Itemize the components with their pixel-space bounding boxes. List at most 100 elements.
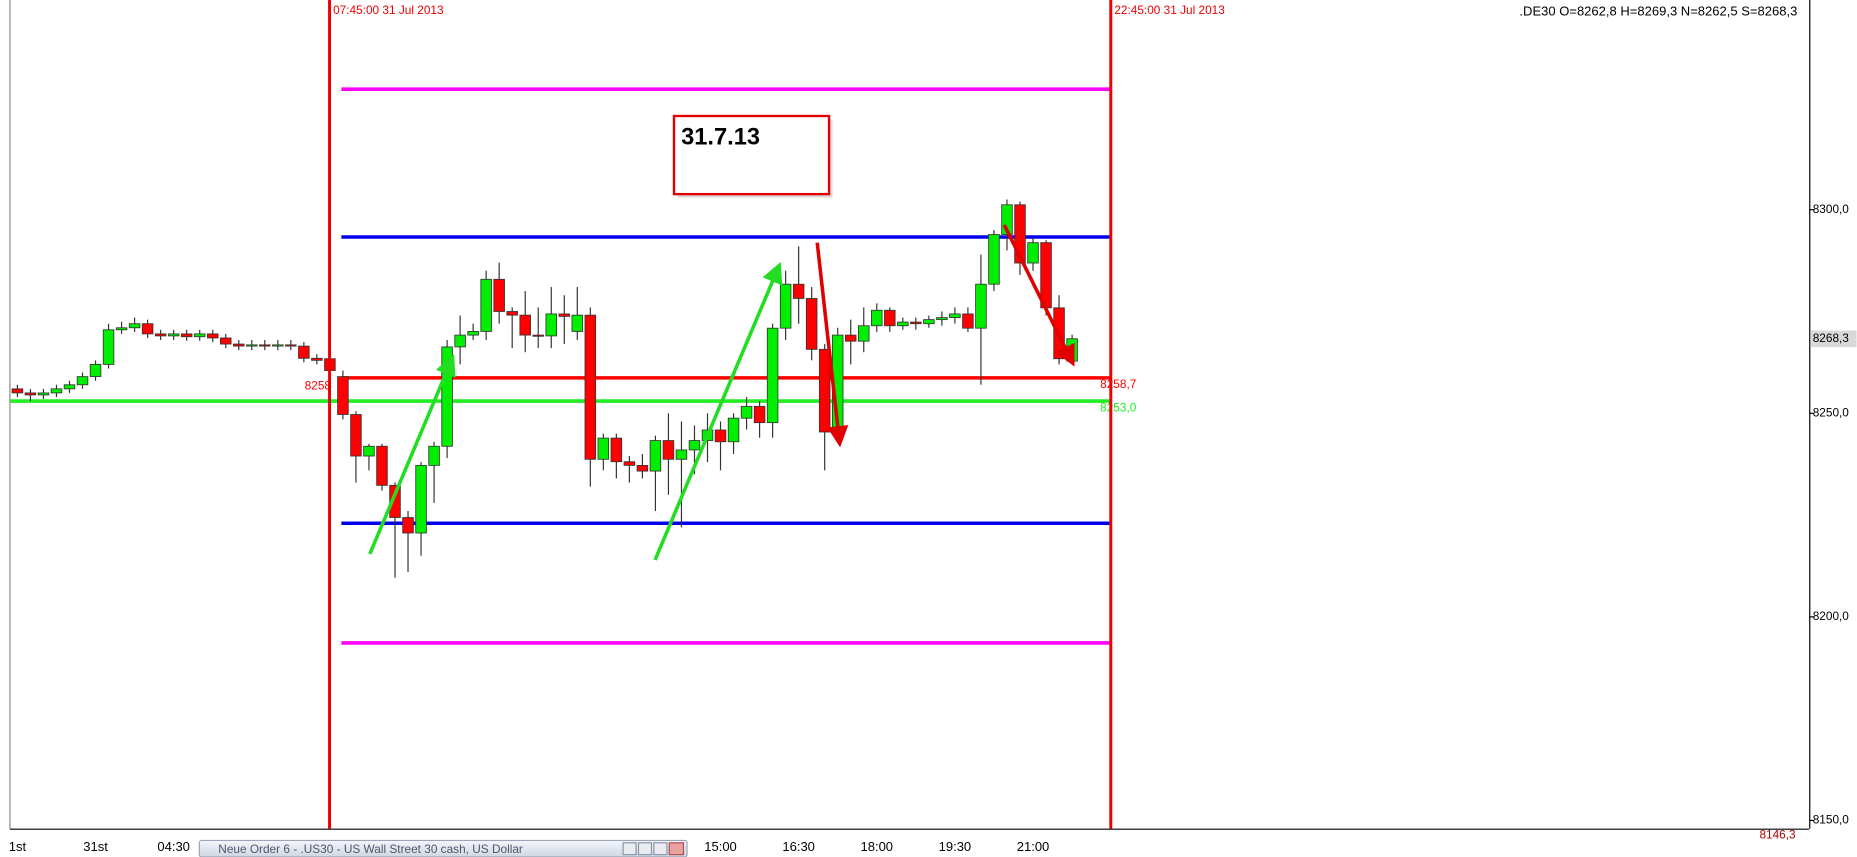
candle-body <box>128 323 141 329</box>
candle-body <box>141 323 154 335</box>
candle-body <box>50 388 63 394</box>
candle-body <box>975 283 987 329</box>
candle-body <box>415 464 427 534</box>
candle-body <box>115 327 128 331</box>
candle-body <box>467 331 479 336</box>
taskbar-title: Neue Order 6 - .US30 - US Wall Street 30… <box>218 842 523 856</box>
candle-body <box>584 314 597 460</box>
trend-arrow <box>653 261 783 561</box>
candle-body <box>988 234 1000 285</box>
candle-body <box>350 414 362 457</box>
plot-area: 8258,7 8258 8253,0 <box>9 87 1137 645</box>
candle-body <box>233 343 245 347</box>
candle-body <box>610 437 623 463</box>
drawings: 31.7.13 .DE30 O=8262,8 H=8269,3 N=8262,5… <box>368 3 1797 561</box>
candle-body <box>714 429 727 443</box>
candle-body <box>923 319 935 325</box>
candle-body <box>311 357 323 361</box>
candle-body <box>389 484 401 518</box>
trend-arrow <box>815 242 849 448</box>
candle-body <box>376 445 388 486</box>
session-label: 07:45:00 31 Jul 2013 <box>333 3 444 17</box>
candle-body <box>858 325 870 342</box>
taskbar-item[interactable]: Neue Order 6 - .US30 - US Wall Street 30… <box>198 839 688 857</box>
candle-body <box>688 440 701 451</box>
y-tick-label: 8150,0 <box>1813 813 1850 827</box>
annotation-box <box>672 114 831 196</box>
candle-body <box>1027 242 1039 264</box>
close-button[interactable] <box>668 842 685 856</box>
candle-body <box>102 329 115 365</box>
candle-body <box>675 449 688 460</box>
last-price-tag <box>1810 330 1857 348</box>
axes: 1st 31st 04:30 15:00 16:30 18:00 19:30 21:00 815… <box>9 202 1857 854</box>
candle-body <box>662 440 675 460</box>
candle-body <box>402 517 414 534</box>
candle-body <box>727 417 740 443</box>
x-tick-label: 21:00 <box>1017 839 1050 854</box>
candle-body <box>89 364 102 378</box>
candle-body <box>272 344 284 347</box>
candle-body <box>884 309 896 327</box>
candle-body <box>37 392 50 396</box>
candle-body <box>753 405 766 424</box>
candle-body <box>167 333 180 337</box>
candle-body <box>11 388 24 394</box>
candle-body <box>180 333 193 338</box>
candle-body <box>871 309 883 327</box>
candle-body <box>910 321 922 325</box>
candle-body <box>636 464 649 472</box>
restore-button[interactable] <box>622 842 637 856</box>
candle-body <box>363 445 375 457</box>
x-tick-label: 04:30 <box>157 839 190 854</box>
candle-body <box>949 313 961 319</box>
candle-body <box>597 437 610 460</box>
candle-body <box>63 384 76 390</box>
candle-body <box>259 344 271 347</box>
annotation-text: 31.7.13 <box>681 125 760 151</box>
candle-body <box>154 333 167 337</box>
candle-body <box>532 334 544 337</box>
level-label: 8258,7 <box>1100 377 1136 391</box>
candle-body <box>649 440 662 472</box>
session-label: 22:45:00 31 Jul 2013 <box>1114 3 1225 17</box>
candle-body <box>441 346 453 447</box>
candle-body <box>193 333 206 338</box>
trend-arrow <box>1002 224 1075 367</box>
x-tick-label: 18:00 <box>860 839 893 854</box>
maximize-button[interactable] <box>653 842 668 856</box>
candle-body <box>480 278 492 332</box>
candle-body <box>76 376 89 386</box>
taskbar-window[interactable] <box>198 839 688 857</box>
candle-body <box>298 345 310 359</box>
instrument-info: .DE30 O=8262,8 H=8269,3 N=8262,5 S=8268,… <box>1519 3 1797 18</box>
candle-body <box>962 313 974 329</box>
candle-body <box>558 313 571 317</box>
candle-body <box>623 461 636 466</box>
candle-body <box>519 314 531 336</box>
candle-body <box>545 313 557 337</box>
x-tick-label: 1st <box>9 839 27 854</box>
candle-body <box>1014 204 1026 264</box>
candle-body <box>1001 204 1013 235</box>
candle-body <box>897 321 909 327</box>
minimize-button[interactable] <box>637 842 653 856</box>
trend-arrow <box>368 354 456 555</box>
candle-body <box>766 327 779 424</box>
candle-body <box>246 344 258 347</box>
candle-body <box>506 311 518 316</box>
y-tick-label: 8250,0 <box>1813 405 1850 419</box>
candle-body <box>792 283 805 299</box>
bottom-price-label: 8146,3 <box>1759 828 1796 842</box>
candle-body <box>818 348 831 433</box>
x-tick-label: 19:30 <box>939 839 972 854</box>
x-tick-label: 15:00 <box>704 839 737 854</box>
level-label: 8253,0 <box>1100 400 1137 414</box>
candle-body <box>571 314 584 332</box>
candle-body <box>337 376 349 415</box>
candle-body <box>740 405 753 419</box>
candle-body <box>285 344 297 347</box>
